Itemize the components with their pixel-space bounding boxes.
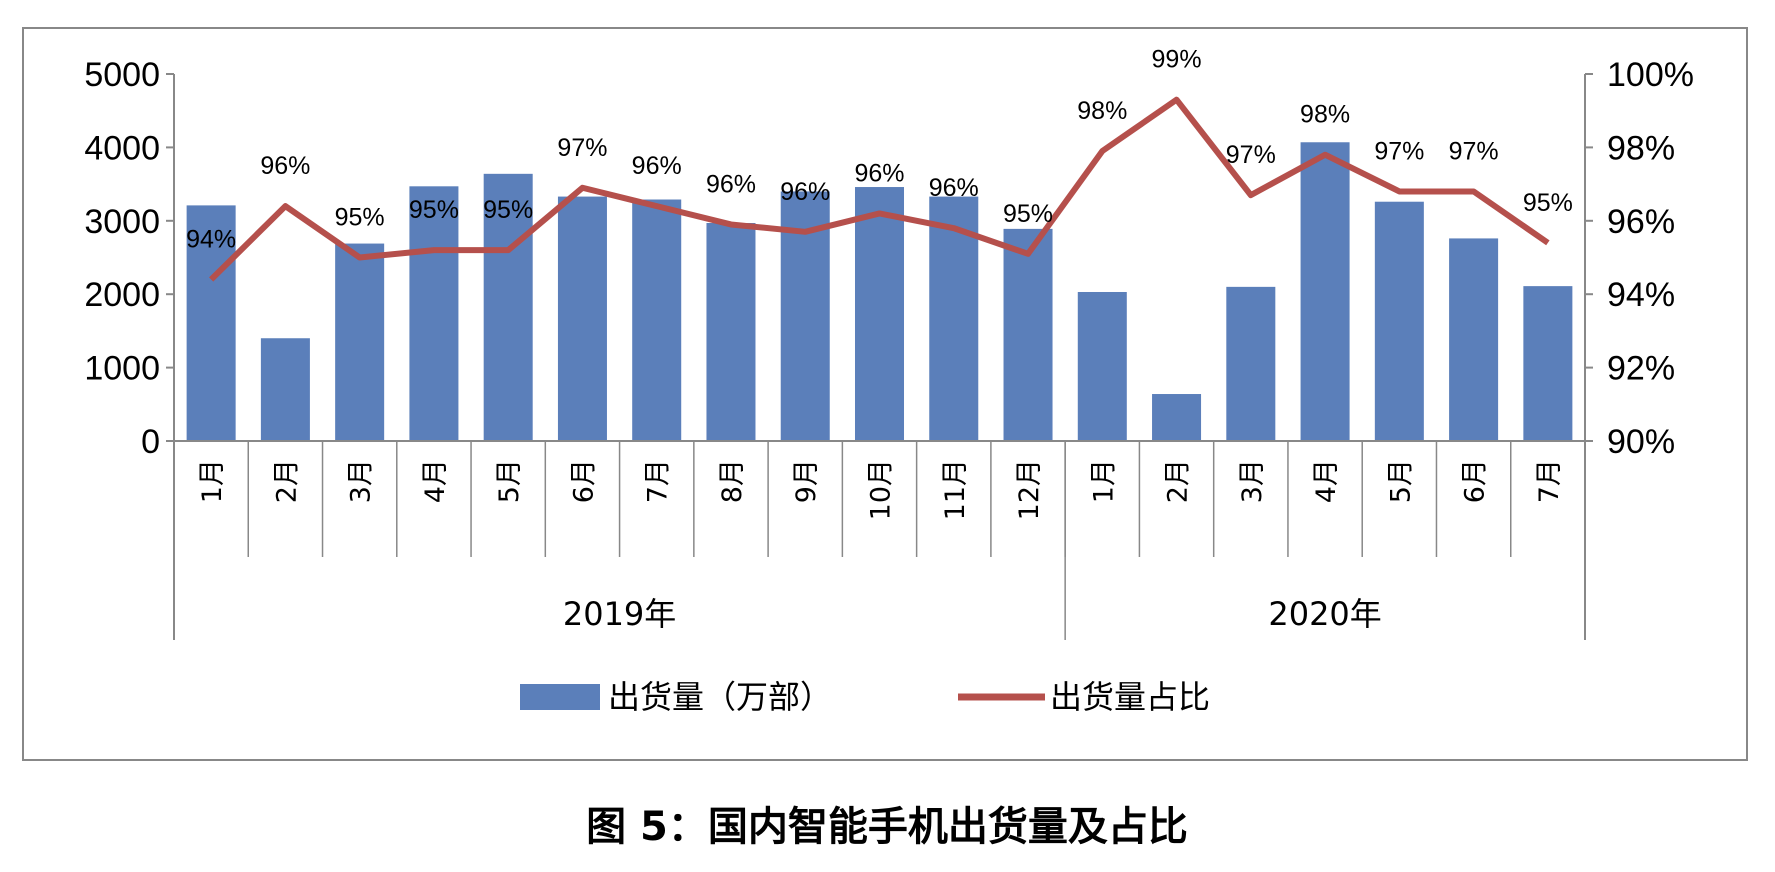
y-tick-label-right: 90% — [1607, 423, 1675, 461]
bar — [1152, 394, 1202, 441]
x-tick-label: 4月 — [420, 459, 451, 503]
data-label: 95% — [1003, 200, 1053, 228]
bar — [1077, 291, 1127, 441]
bar — [1300, 142, 1350, 441]
bar — [1449, 238, 1499, 441]
legend-label: 出货量（万部） — [608, 678, 832, 716]
data-label: 97% — [1226, 141, 1276, 169]
data-label: 99% — [1152, 46, 1202, 74]
x-tick-label: 7月 — [643, 459, 674, 503]
bar — [632, 199, 682, 441]
bar — [409, 186, 459, 441]
y-tick-label-right: 100% — [1607, 56, 1694, 94]
data-label: 95% — [483, 196, 533, 224]
bar — [483, 173, 533, 441]
y-tick-label-left: 2000 — [84, 276, 160, 314]
group-label: 2020年 — [1268, 595, 1381, 633]
data-label: 97% — [1374, 137, 1424, 165]
bar — [557, 196, 607, 441]
x-tick-label: 11月 — [940, 459, 971, 520]
x-tick-label: 4月 — [1311, 459, 1342, 503]
y-tick-label-left: 3000 — [84, 203, 160, 241]
y-tick-label-right: 96% — [1607, 203, 1675, 241]
x-tick-label: 9月 — [791, 459, 822, 503]
bar — [335, 243, 385, 441]
bar — [1226, 286, 1276, 441]
y-tick-label-left: 1000 — [84, 350, 160, 388]
x-tick-label: 10月 — [866, 459, 897, 520]
legend-swatch-bar — [520, 684, 600, 710]
x-tick-label: 5月 — [494, 459, 525, 503]
bar — [260, 338, 310, 441]
data-label: 96% — [260, 152, 310, 180]
data-label: 96% — [632, 152, 682, 180]
bar — [854, 187, 905, 441]
bar — [706, 223, 756, 441]
x-tick-label: 3月 — [346, 459, 377, 503]
data-label: 96% — [780, 178, 830, 206]
x-tick-label: 2月 — [1163, 459, 1194, 503]
data-label: 95% — [1523, 189, 1573, 217]
data-label: 97% — [557, 134, 607, 162]
y-tick-label-left: 0 — [141, 423, 160, 461]
bar — [1003, 228, 1053, 441]
legend-label: 出货量占比 — [1050, 678, 1210, 716]
data-label: 94% — [186, 226, 236, 254]
data-label: 96% — [929, 174, 979, 202]
y-tick-label-left: 4000 — [84, 129, 160, 167]
data-label: 96% — [854, 159, 904, 187]
bar — [1523, 286, 1573, 441]
y-tick-label-right: 94% — [1607, 276, 1675, 314]
bar — [929, 196, 979, 441]
x-tick-label: 3月 — [1237, 459, 1268, 503]
x-tick-label: 1月 — [1088, 459, 1119, 503]
x-tick-label: 6月 — [1460, 459, 1491, 503]
data-label: 95% — [409, 196, 459, 224]
bar — [186, 205, 236, 441]
x-tick-label: 12月 — [1014, 459, 1045, 520]
x-tick-label: 2月 — [271, 459, 302, 503]
x-tick-label: 6月 — [568, 459, 599, 503]
chart-title: 图 5：国内智能手机出货量及占比 — [586, 804, 1188, 850]
data-label: 95% — [335, 204, 385, 232]
y-tick-label-right: 98% — [1607, 129, 1675, 167]
bar — [1374, 201, 1424, 441]
data-label: 96% — [706, 170, 756, 198]
x-tick-label: 1月 — [197, 459, 228, 503]
data-label: 98% — [1077, 97, 1127, 125]
data-label: 97% — [1449, 137, 1499, 165]
x-tick-label: 7月 — [1534, 459, 1565, 503]
x-tick-label: 5月 — [1385, 459, 1416, 503]
y-tick-label-right: 92% — [1607, 350, 1675, 388]
x-tick-label: 8月 — [717, 459, 748, 503]
group-label: 2019年 — [563, 595, 676, 633]
y-tick-label-left: 5000 — [84, 56, 160, 94]
data-label: 98% — [1300, 101, 1350, 129]
